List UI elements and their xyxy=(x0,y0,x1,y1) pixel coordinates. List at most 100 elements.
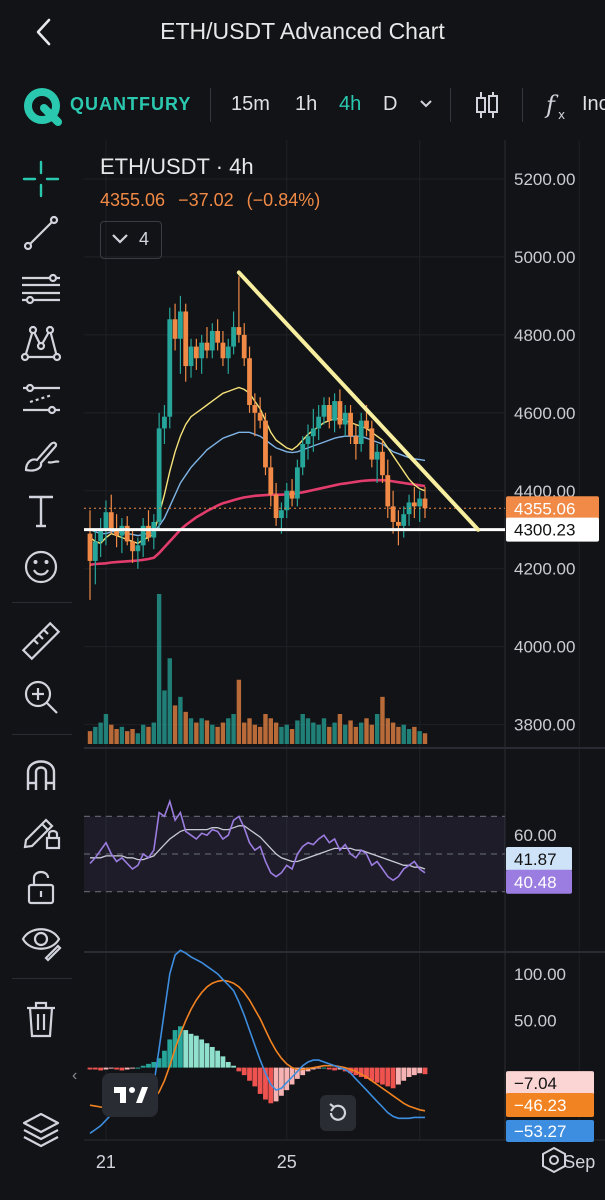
sidebar-divider xyxy=(12,602,72,603)
macd-histogram-bar xyxy=(294,1067,300,1079)
timeframe-1h[interactable]: 1h xyxy=(295,93,318,115)
macd-histogram-bar xyxy=(103,1067,109,1070)
volume-bar xyxy=(125,731,130,744)
volume-bar xyxy=(385,718,390,744)
brand-name: QUANTFURY xyxy=(70,94,192,114)
volume-bar xyxy=(396,726,401,744)
macd-histogram-bar xyxy=(188,1033,194,1068)
rsi-axis-label: 60.00 xyxy=(514,826,557,845)
candle xyxy=(305,436,311,444)
candle xyxy=(316,416,322,429)
macd-histogram-bar xyxy=(364,1067,369,1079)
macd-histogram-bar xyxy=(369,1067,375,1081)
macd-histogram-bar xyxy=(305,1067,311,1072)
reset-chart-button[interactable] xyxy=(320,1095,356,1131)
volume-bar xyxy=(210,724,215,744)
candle xyxy=(321,405,327,417)
volume-bar xyxy=(300,714,305,744)
candle xyxy=(204,342,210,351)
macd-histogram-bar xyxy=(162,1050,167,1068)
macd-signal-badge-label: −46.23 xyxy=(514,1096,566,1115)
layers-icon[interactable] xyxy=(20,1108,62,1150)
candle xyxy=(172,319,178,339)
volume-bar xyxy=(358,722,364,744)
macd-histogram-bar xyxy=(417,1067,423,1074)
ruler-icon[interactable] xyxy=(20,620,62,662)
back-arrow-icon[interactable] xyxy=(30,16,58,48)
candle xyxy=(92,541,98,561)
last-price-badge-label: 4355.06 xyxy=(514,499,575,518)
pattern-icon[interactable] xyxy=(20,322,62,364)
volume-bar xyxy=(188,718,194,744)
volume-bar xyxy=(284,724,289,744)
trash-icon[interactable] xyxy=(20,998,62,1040)
macd-histogram-bar xyxy=(241,1067,247,1076)
candle xyxy=(225,346,231,359)
candle xyxy=(401,514,407,526)
svg-text:x: x xyxy=(558,108,565,121)
indicators-fx-icon[interactable]: f x xyxy=(544,89,572,121)
volume-bar xyxy=(332,722,337,744)
trend-line-icon[interactable] xyxy=(20,212,62,254)
candle xyxy=(374,451,380,460)
volume-bar xyxy=(172,705,178,744)
macd-signal-badge xyxy=(506,1093,594,1117)
prediction-icon[interactable] xyxy=(20,378,62,420)
settings-hexagon-icon[interactable] xyxy=(540,1146,568,1174)
volume-bar xyxy=(289,729,295,744)
fib-lines-icon[interactable] xyxy=(20,268,62,310)
macd-histogram-bar xyxy=(406,1067,412,1077)
collapse-panel-icon[interactable]: ‹ xyxy=(72,1067,78,1084)
rsi-badge xyxy=(506,869,572,894)
candlestick-type-icon[interactable] xyxy=(474,89,500,121)
macd-histogram-bar xyxy=(183,1030,189,1068)
macd-histogram-bar xyxy=(284,1067,290,1091)
volume-bar xyxy=(417,731,422,744)
emoji-icon[interactable] xyxy=(20,546,62,588)
timeframe-d[interactable]: D xyxy=(383,93,398,115)
macd-histogram-bar xyxy=(279,1067,284,1096)
price-axis-label: 5200.00 xyxy=(514,170,575,189)
macd-histogram-bar xyxy=(231,1065,236,1068)
volume-bar xyxy=(162,690,167,744)
candle xyxy=(396,521,401,526)
volume-bar xyxy=(279,726,284,744)
candle xyxy=(183,311,189,367)
zoom-in-icon[interactable] xyxy=(20,676,62,718)
indicators-toggle[interactable]: 4 xyxy=(100,221,162,259)
candle xyxy=(358,420,364,444)
candle xyxy=(252,405,258,413)
volume-bar xyxy=(119,726,125,744)
ma-pink-line xyxy=(89,478,426,567)
indicators-button[interactable]: Inc xyxy=(582,93,605,115)
unlock-icon[interactable] xyxy=(20,866,62,908)
lock-drawings-icon[interactable] xyxy=(20,810,62,852)
macd-histogram-bar xyxy=(358,1067,364,1077)
macd-histogram-bar xyxy=(225,1061,231,1068)
rsi-badge-label: 40.48 xyxy=(514,873,557,892)
brush-icon[interactable] xyxy=(20,434,62,476)
candle xyxy=(188,346,194,367)
timeframe-4h[interactable]: 4h xyxy=(339,93,362,115)
candle xyxy=(215,330,221,343)
macd-axis-label: 100.00 xyxy=(514,965,566,984)
volume-bar xyxy=(114,729,119,744)
volume-bar xyxy=(380,696,385,744)
timeframe-15m[interactable]: 15m xyxy=(231,93,270,115)
time-axis-label: 21 xyxy=(96,1152,116,1172)
toolbar-divider xyxy=(522,88,523,122)
sidebar-divider xyxy=(12,978,72,979)
support-line-badge xyxy=(506,517,599,542)
text-icon[interactable] xyxy=(20,490,62,532)
eye-icon[interactable] xyxy=(20,920,62,962)
candle xyxy=(263,420,268,468)
macd-histogram-bar xyxy=(87,1067,93,1070)
candle xyxy=(156,428,162,522)
magnet-icon[interactable] xyxy=(20,754,62,796)
crosshair-icon[interactable] xyxy=(20,158,62,200)
chevron-down-icon[interactable] xyxy=(418,96,434,112)
macd-histogram-bar xyxy=(108,1067,114,1069)
volume-bar xyxy=(204,720,210,744)
macd-histogram-bar xyxy=(247,1067,252,1081)
